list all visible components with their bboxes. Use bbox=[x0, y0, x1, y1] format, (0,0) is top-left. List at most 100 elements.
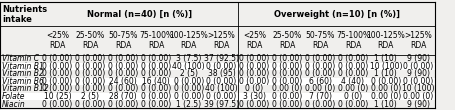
Text: 50-75%
RDA: 50-75% RDA bbox=[305, 31, 334, 50]
Text: 1 (2.5): 1 (2.5) bbox=[176, 100, 201, 109]
Text: 16 (40): 16 (40) bbox=[142, 77, 169, 86]
Text: 28 (70): 28 (70) bbox=[109, 92, 136, 101]
Text: 0.00 (0): 0.00 (0) bbox=[403, 92, 433, 101]
Text: 0 (0): 0 (0) bbox=[343, 92, 361, 101]
Text: 0 (0.00): 0 (0.00) bbox=[75, 100, 105, 109]
Text: Vitamin B1: Vitamin B1 bbox=[2, 62, 44, 71]
Text: 0 (0.00): 0 (0.00) bbox=[108, 84, 138, 93]
Text: 0 (0.00): 0 (0.00) bbox=[239, 100, 269, 109]
Text: 100-125%
RDA: 100-125% RDA bbox=[366, 31, 404, 50]
Text: 38 (95): 38 (95) bbox=[207, 69, 235, 78]
FancyBboxPatch shape bbox=[0, 63, 434, 70]
Text: 0 (0.00): 0 (0.00) bbox=[75, 62, 105, 71]
Text: 0 (0.00): 0 (0.00) bbox=[108, 100, 138, 109]
Text: 0 (0.00): 0 (0.00) bbox=[173, 84, 203, 93]
Text: Folate: Folate bbox=[2, 92, 26, 101]
Text: <25%
RDA: <25% RDA bbox=[243, 31, 265, 50]
Text: 0 (0.00): 0 (0.00) bbox=[239, 69, 269, 78]
Text: 75-100%
RDA: 75-100% RDA bbox=[335, 31, 369, 50]
Text: Vitamin B2: Vitamin B2 bbox=[2, 69, 44, 78]
Text: 0 (0.00): 0 (0.00) bbox=[108, 69, 138, 78]
Text: 0 (0.00): 0 (0.00) bbox=[141, 92, 171, 101]
Text: 0 (0.00): 0 (0.00) bbox=[304, 54, 334, 63]
Text: 0 (0.00): 0 (0.00) bbox=[141, 54, 171, 63]
Text: Normal (n=40) [n (%)]: Normal (n=40) [n (%)] bbox=[87, 10, 192, 19]
Text: 0 (0.00): 0 (0.00) bbox=[337, 54, 367, 63]
Text: 0 (0.00): 0 (0.00) bbox=[239, 77, 269, 86]
Text: 40 (100): 40 (100) bbox=[172, 62, 205, 71]
Text: 0 (0.00): 0 (0.00) bbox=[42, 100, 72, 109]
Text: 3 (30): 3 (30) bbox=[243, 92, 265, 101]
Text: 9 (90): 9 (90) bbox=[406, 69, 429, 78]
Text: 0.00 (0): 0.00 (0) bbox=[370, 84, 400, 93]
Text: 0 (0.00): 0 (0.00) bbox=[173, 77, 203, 86]
Text: 0 (0.00): 0 (0.00) bbox=[206, 92, 236, 101]
Text: 0 (0.00): 0 (0.00) bbox=[42, 69, 72, 78]
Text: 0 (0.00): 0 (0.00) bbox=[337, 69, 367, 78]
Text: 0.00 (0): 0.00 (0) bbox=[337, 84, 367, 93]
Text: 0 (0.00): 0 (0.00) bbox=[272, 54, 302, 63]
Text: 0 (0.00): 0 (0.00) bbox=[272, 69, 302, 78]
Text: 0 (0.00): 0 (0.00) bbox=[75, 84, 105, 93]
Text: 0 (0.00): 0 (0.00) bbox=[370, 77, 400, 86]
Text: <25%
RDA: <25% RDA bbox=[46, 31, 69, 50]
Text: 39 (97.5): 39 (97.5) bbox=[203, 100, 239, 109]
Text: 7 (70): 7 (70) bbox=[308, 92, 331, 101]
Text: 9 (90): 9 (90) bbox=[406, 54, 429, 63]
Text: 2 (5): 2 (5) bbox=[81, 92, 99, 101]
FancyBboxPatch shape bbox=[0, 100, 434, 108]
Text: 0 (0.00): 0 (0.00) bbox=[403, 62, 433, 71]
Text: 0 (0.00): 0 (0.00) bbox=[337, 62, 367, 71]
Text: 40 (100): 40 (100) bbox=[205, 84, 238, 93]
Text: 1 (10): 1 (10) bbox=[374, 54, 396, 63]
Text: 0.00 (0): 0.00 (0) bbox=[304, 84, 334, 93]
Text: 0 (0.00): 0 (0.00) bbox=[75, 69, 105, 78]
Text: 1 (10): 1 (10) bbox=[374, 100, 396, 109]
Text: Vitamin B12: Vitamin B12 bbox=[2, 84, 49, 93]
Text: 25-50%
RDA: 25-50% RDA bbox=[272, 31, 301, 50]
Text: 6 (60): 6 (60) bbox=[308, 77, 331, 86]
Text: Nutrients
intake: Nutrients intake bbox=[2, 5, 47, 24]
Text: Vitamin B6: Vitamin B6 bbox=[2, 77, 44, 86]
Text: Overweight (n=10) [n (%)]: Overweight (n=10) [n (%)] bbox=[273, 10, 399, 19]
Text: 9 (90): 9 (90) bbox=[406, 100, 429, 109]
Text: 0 (0.00): 0 (0.00) bbox=[173, 92, 203, 101]
Text: 10 (25): 10 (25) bbox=[44, 92, 71, 101]
Text: 10 (100): 10 (100) bbox=[369, 62, 401, 71]
Text: 0 (0): 0 (0) bbox=[245, 84, 263, 93]
Text: 2 (5): 2 (5) bbox=[179, 69, 197, 78]
FancyBboxPatch shape bbox=[0, 70, 434, 78]
Text: 0 (0.00): 0 (0.00) bbox=[239, 62, 269, 71]
Text: 1 (10): 1 (10) bbox=[374, 69, 396, 78]
Text: 0 (0.00): 0 (0.00) bbox=[206, 77, 236, 86]
Text: 10 (100): 10 (100) bbox=[401, 84, 434, 93]
Text: 25-50%
RDA: 25-50% RDA bbox=[76, 31, 105, 50]
Text: 24 (60): 24 (60) bbox=[109, 77, 136, 86]
Text: 0.00 (0): 0.00 (0) bbox=[370, 92, 400, 101]
Text: 0 (0.00): 0 (0.00) bbox=[206, 62, 236, 71]
Text: >125%
RDA: >125% RDA bbox=[207, 31, 235, 50]
FancyBboxPatch shape bbox=[0, 93, 434, 100]
FancyBboxPatch shape bbox=[0, 78, 434, 85]
Text: Vitamin C: Vitamin C bbox=[2, 54, 39, 63]
Text: 75-100%
RDA: 75-100% RDA bbox=[139, 31, 172, 50]
FancyBboxPatch shape bbox=[0, 55, 434, 63]
Text: Niacin: Niacin bbox=[2, 100, 26, 109]
Text: 37 (92.5): 37 (92.5) bbox=[204, 54, 238, 63]
Text: 0 (0.00): 0 (0.00) bbox=[141, 69, 171, 78]
Text: 0 (0.00): 0 (0.00) bbox=[75, 54, 105, 63]
Text: 0 (0.00): 0 (0.00) bbox=[42, 54, 72, 63]
Text: 0 (0.00): 0 (0.00) bbox=[304, 100, 334, 109]
Text: 3 (7.5): 3 (7.5) bbox=[176, 54, 201, 63]
Text: 0 (0.00): 0 (0.00) bbox=[108, 62, 138, 71]
Text: 0.00 (0): 0.00 (0) bbox=[272, 84, 302, 93]
Text: >125%
RDA: >125% RDA bbox=[404, 31, 431, 50]
Text: 0 (0.00): 0 (0.00) bbox=[141, 62, 171, 71]
Text: 0 (0.00): 0 (0.00) bbox=[239, 54, 269, 63]
Text: 0 (0.00): 0 (0.00) bbox=[272, 62, 302, 71]
Text: 0 (0.00): 0 (0.00) bbox=[337, 100, 367, 109]
Text: 0 (0.00): 0 (0.00) bbox=[304, 62, 334, 71]
Text: 0 (0.00): 0 (0.00) bbox=[141, 84, 171, 93]
Text: 0 (0.00): 0 (0.00) bbox=[272, 100, 302, 109]
Text: 100-125%
RDA: 100-125% RDA bbox=[169, 31, 207, 50]
